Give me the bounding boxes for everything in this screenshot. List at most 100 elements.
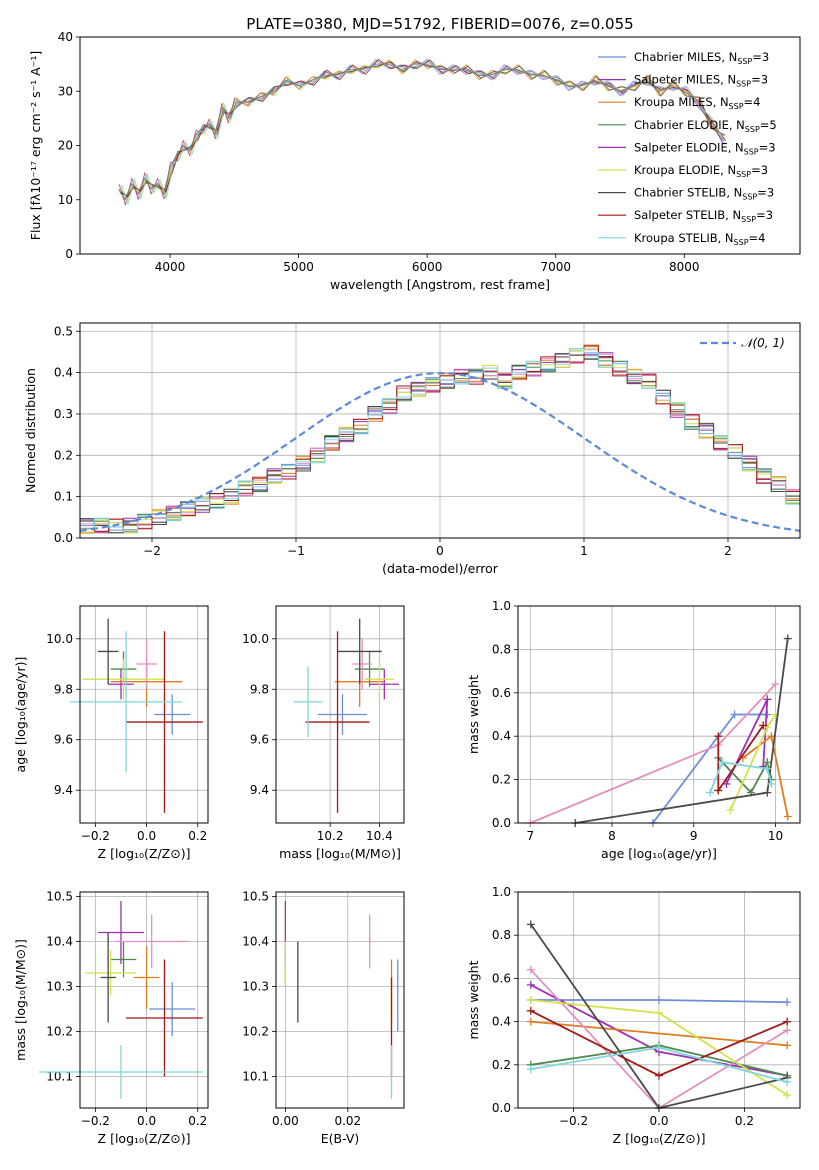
weight-marker [730,710,739,719]
y-tick-label: 20 [58,139,73,153]
weight-marker [526,920,535,929]
x-tick-label: 6000 [412,260,443,274]
weight-marker [759,721,768,730]
legend-subscript: SSP [736,80,751,89]
spectrum-line [120,59,726,206]
weight-marker [526,1006,535,1015]
y-tick-label: 10.0 [242,632,269,646]
y-axis-label: age [log₁₀(age/yr)] [13,657,28,773]
y-axis-label: Flux [fλ10⁻¹⁷ erg cm⁻² s⁻¹ A⁻¹] [28,51,43,240]
weight-marker [526,996,535,1004]
legend-tail: =3 [751,73,768,87]
y-tick-label: 30 [58,84,73,98]
legend-subscript: SSP [729,102,744,111]
y-tick-label: 0.4 [54,366,73,380]
weight-marker [526,965,535,974]
legend-subscript: SSP [744,147,759,156]
x-tick-label: 0.2 [735,1114,754,1128]
legend-entry: Chabrier ELODIE, NSSP=5 [634,118,777,134]
x-axis-label: (data-model)/error [382,561,499,576]
weight-marker [526,1065,535,1074]
legend-entry: Salpeter STELIB, NSSP=3 [634,208,773,224]
x-tick-label: −0.2 [81,829,110,843]
x-tick-label: 0.2 [188,829,207,843]
x-tick-label: 0.02 [334,1114,361,1128]
y-tick-label: 10.2 [46,1025,73,1039]
axes-frame [79,322,801,539]
y-tick-label: 10.2 [242,1025,269,1039]
y-tick-label: 10.3 [242,980,269,994]
y-tick-label: 0.5 [54,324,73,338]
y-tick-label: 0.0 [54,531,73,545]
figure-title: PLATE=0380, MJD=51792, FIBERID=0076, z=0… [246,15,633,33]
weight-marker [783,634,792,643]
weight-line [652,713,768,824]
legend-tail: =5 [760,118,777,132]
y-tick-label: 0.2 [492,773,511,787]
legend-subscript: SSP [741,215,756,224]
spectrum-line [118,58,724,201]
spectrum-data-line [118,63,724,201]
legend-entry: Salpeter MILES, NSSP=3 [634,73,768,89]
age-vs-metallicity-panel: −0.2 0.0 0.2 9.4 9.6 9.8 10.0 Z [log₁₀(Z/Z⊙)] ag… [13,605,209,861]
y-tick-label: 0.8 [492,928,511,942]
weight-marker [706,788,715,797]
legend-subscript: SSP [742,193,757,202]
y-tick-label: 0.2 [54,448,73,462]
x-tick-label: 0.0 [649,1114,668,1128]
y-tick-label: 0 [65,247,73,261]
y-tick-label: 0.6 [492,971,511,985]
y-tick-label: 0.0 [492,816,511,830]
axes-frame [79,605,209,824]
x-axis-label: mass [log₁₀(M/M⊙)] [279,846,401,861]
weight-vs-metallicity-panel: −0.2 0.0 0.2 0.0 0.2 0.4 0.6 0.8 1.0 Z [log₁₀(Z/Z… [466,885,801,1146]
mass-vs-metallicity-panel: −0.2 0.0 0.2 10.1 10.2 10.3 10.4 10.5 Z [log₁₀(Z… [13,890,209,1146]
y-tick-label: 0.4 [492,1015,511,1029]
weight-line [575,638,789,824]
y-tick-label: 1.0 [492,885,511,899]
legend-tail: =3 [751,163,768,177]
weight-marker [726,805,735,814]
x-tick-label: 7 [526,829,534,843]
y-tick-label: 10.5 [242,890,269,904]
legend-tail: =4 [749,231,766,245]
y-tick-label: 10.3 [46,980,73,994]
y-tick-label: 0.0 [492,1101,511,1115]
weight-marker [655,1071,663,1080]
spectrum-panel: 4000 5000 6000 7000 8000 0 10 20 30 40 wavelength … [28,30,801,292]
spectrum-line [120,60,726,198]
weight-marker [783,998,792,1007]
weight-vs-age-panel: 7 8 9 10 0.0 0.2 0.4 0.6 0.8 1.0 age [log₁₀(age/yr… [466,599,801,861]
y-tick-label: 0.8 [492,642,511,656]
weight-marker [718,758,727,767]
legend-subscript: SSP [734,238,749,247]
weight-marker [763,788,772,797]
legend-tail: =3 [756,208,773,222]
legend-entry: Chabrier STELIB, NSSP=3 [634,186,774,202]
y-axis-label: mass [log₁₀(M/M⊙)] [13,939,28,1061]
spectrum-legend: Chabrier MILES, NSSP=3 Salpeter MILES, NS… [598,50,777,247]
y-axis-label: Normed distribution [23,368,38,493]
weight-marker [783,1041,792,1050]
x-tick-label: 10.2 [317,829,344,843]
gaussian-curve [79,371,801,532]
histogram-step [80,345,800,532]
x-tick-label: 8000 [669,260,700,274]
y-tick-label: 10.0 [46,632,73,646]
x-axis-label: wavelength [Angstrom, rest frame] [330,277,550,292]
y-tick-label: 0.4 [492,729,511,743]
x-tick-label: −1 [287,544,305,558]
histogram-step [80,348,800,533]
x-tick-label: −0.2 [559,1114,588,1128]
x-axis-label: E(B-V) [321,1131,360,1146]
axes-frame [275,891,405,1109]
weight-line [742,734,789,817]
legend-entry: Kroupa STELIB, NSSP=4 [634,231,765,247]
legend-entry: Kroupa MILES, NSSP=4 [634,95,760,111]
weight-marker [783,1078,792,1087]
weight-line [709,761,773,793]
spectrum-line [121,62,727,206]
weight-marker [763,723,772,732]
weight-marker [526,980,535,989]
